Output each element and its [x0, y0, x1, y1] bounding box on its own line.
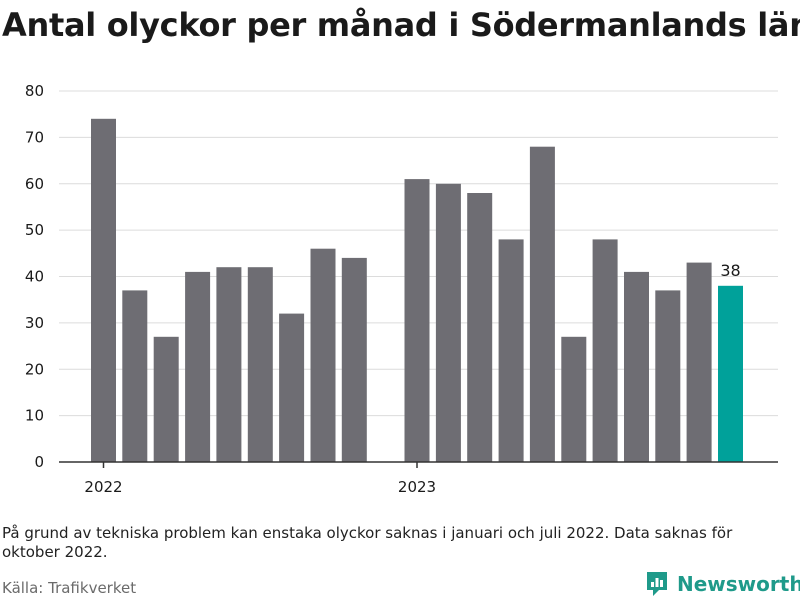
- newsworthy-brand[interactable]: Newsworthy: [645, 570, 800, 598]
- x-tick-label: 2022: [84, 478, 122, 496]
- y-tick-label: 10: [25, 407, 44, 425]
- bar: [592, 239, 618, 462]
- bar: [561, 336, 587, 462]
- bar: [153, 336, 179, 462]
- x-axis-ticks: 2022 2023: [84, 462, 436, 496]
- y-tick-label: 30: [25, 314, 44, 332]
- bar-chart: 0 10 20 30 40 50 60 70 80 38 2022 2023: [25, 82, 778, 496]
- bar: [498, 239, 524, 462]
- bar: [624, 271, 649, 462]
- y-tick-label: 60: [25, 175, 44, 193]
- bar: [341, 257, 367, 462]
- bar: [247, 267, 273, 462]
- source-text: Källa: Trafikverket: [2, 579, 137, 597]
- bar: [310, 248, 336, 462]
- newsworthy-logo-icon: [647, 572, 667, 596]
- bar-highlight: [718, 285, 743, 462]
- bar: [216, 267, 242, 462]
- bar: [91, 118, 116, 463]
- bars: 38: [91, 118, 743, 463]
- x-tick-label: 2023: [398, 478, 436, 496]
- bar: [467, 193, 493, 462]
- y-tick-label: 70: [25, 128, 44, 146]
- bar: [279, 313, 305, 462]
- bar-value-label: 38: [720, 261, 740, 280]
- chart-title: Antal olyckor per månad i Södermanlands …: [2, 6, 800, 44]
- bar: [404, 179, 430, 462]
- y-tick-label: 50: [25, 221, 44, 239]
- y-tick-label: 40: [25, 268, 44, 286]
- footnote: På grund av tekniska problem kan enstaka…: [2, 524, 733, 561]
- y-tick-label: 80: [25, 82, 44, 100]
- bar: [655, 290, 681, 462]
- bar: [435, 183, 461, 463]
- bar: [686, 262, 712, 462]
- y-tick-label: 0: [34, 453, 44, 471]
- y-tick-label: 20: [25, 360, 44, 378]
- bar: [185, 271, 211, 462]
- bar: [122, 290, 148, 462]
- bar: [529, 146, 555, 462]
- y-axis-tick-labels: 0 10 20 30 40 50 60 70 80: [25, 82, 44, 471]
- brand-name: Newsworthy: [677, 572, 800, 596]
